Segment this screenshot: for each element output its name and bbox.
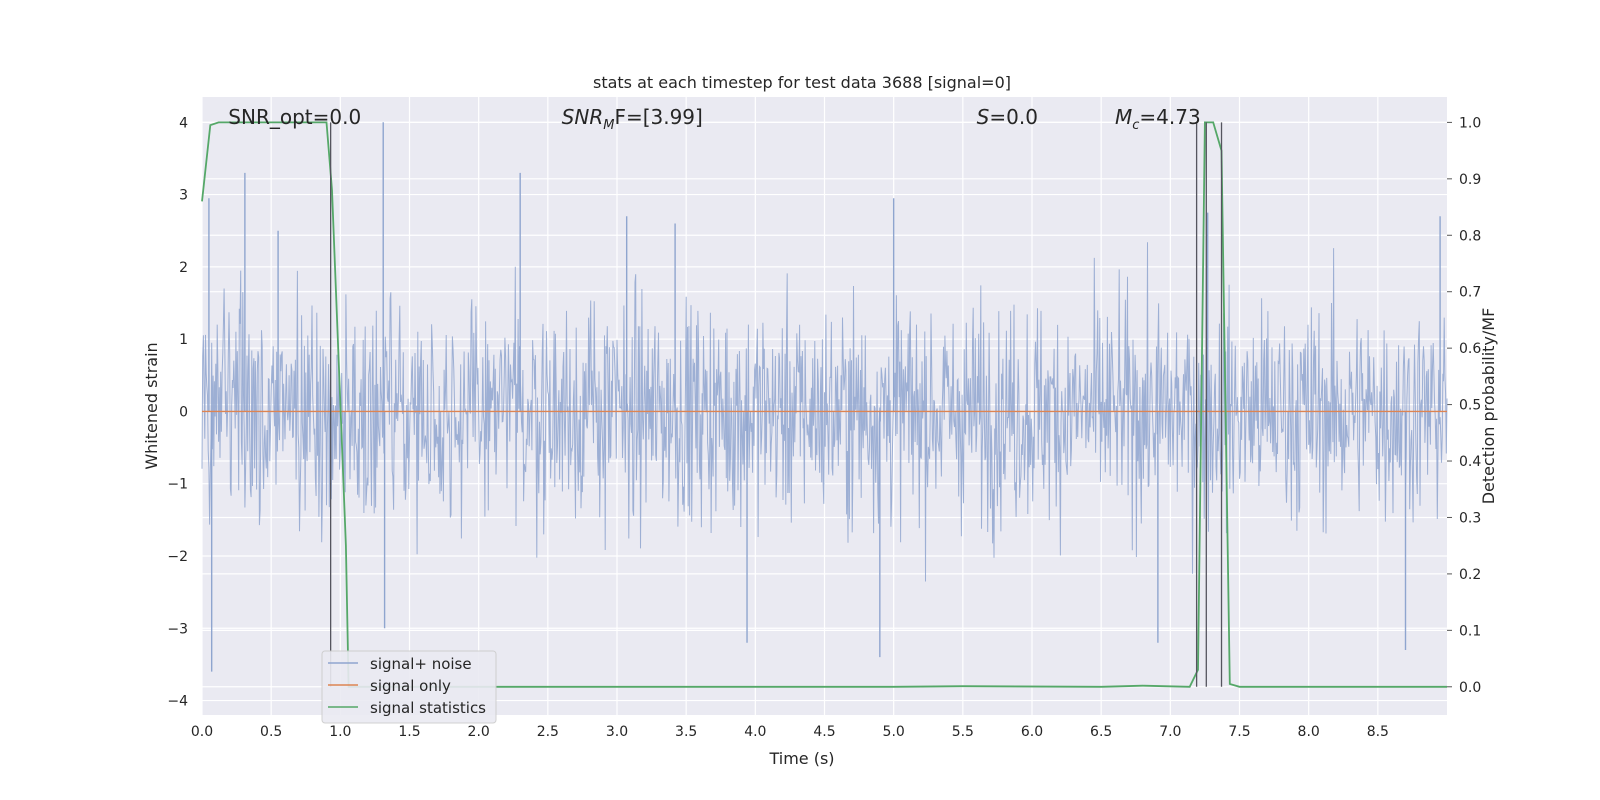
left-y-tick-label: −3 bbox=[167, 621, 188, 637]
left-y-tick-label: −1 bbox=[167, 477, 188, 493]
right-y-tick-label: 0.9 bbox=[1459, 172, 1481, 188]
x-tick-label: 3.0 bbox=[606, 724, 628, 740]
x-tick-label: 2.0 bbox=[468, 724, 490, 740]
legend: signal+ noise signal only signal statist… bbox=[321, 650, 497, 724]
signal-statistics-line bbox=[201, 121, 1447, 688]
annotation-text: SNRMF=[3.99] bbox=[562, 105, 703, 133]
left-y-tick-label: −4 bbox=[167, 694, 188, 710]
right-y-tick-label: 1.0 bbox=[1459, 115, 1481, 131]
x-tick-label: 7.5 bbox=[1228, 724, 1250, 740]
annotation-text: SNR_opt=0.0 bbox=[228, 105, 361, 129]
legend-label-signal-noise: signal+ noise bbox=[370, 655, 472, 673]
series-signal-noise bbox=[201, 122, 1448, 672]
x-tick-label: 4.0 bbox=[744, 724, 766, 740]
x-tick-label: 6.0 bbox=[1021, 724, 1043, 740]
x-tick-label: 1.0 bbox=[329, 724, 351, 740]
x-tick-label: 0.5 bbox=[260, 724, 282, 740]
right-y-tick-label: 0.8 bbox=[1459, 228, 1481, 244]
right-y-tick-label: 0.6 bbox=[1459, 341, 1481, 357]
right-y-tick-label: 0.4 bbox=[1459, 454, 1481, 470]
series-signal-statistics bbox=[201, 121, 1447, 688]
right-y-tick-label: 0.3 bbox=[1459, 510, 1481, 526]
left-y-axis-label: Whitened strain bbox=[142, 342, 161, 469]
x-axis-label: Time (s) bbox=[768, 749, 834, 768]
right-y-tick-label: 0.0 bbox=[1459, 680, 1481, 696]
right-y-tick-label: 0.7 bbox=[1459, 285, 1481, 301]
x-tick-label: 4.5 bbox=[813, 724, 835, 740]
left-y-tick-label: 4 bbox=[179, 115, 188, 131]
legend-label-signal-only: signal only bbox=[370, 677, 451, 695]
right-y-tick-label: 0.5 bbox=[1459, 398, 1481, 414]
x-tick-label: 1.5 bbox=[398, 724, 420, 740]
right-y-tick-label: 0.2 bbox=[1459, 567, 1481, 583]
legend-box bbox=[321, 650, 497, 724]
chart-annotations: SNR_opt=0.0 SNRMF=[3.99] S=0.0 Mc=4.73 bbox=[228, 105, 1200, 133]
chart-title: stats at each timestep for test data 368… bbox=[593, 73, 1011, 92]
annotation-text: Mc=4.73 bbox=[1115, 105, 1201, 133]
x-tick-labels: 0.0 0.5 1.0 1.5 2.0 2.5 3.0 3.5 4.0 4.5 5.0 5.5 6.0 6… bbox=[191, 724, 1389, 740]
x-tick-label: 5.5 bbox=[952, 724, 974, 740]
left-y-tick-label: 0 bbox=[179, 404, 188, 420]
x-tick-label: 6.5 bbox=[1090, 724, 1112, 740]
x-tick-label: 8.5 bbox=[1367, 724, 1389, 740]
x-tick-label: 3.5 bbox=[675, 724, 697, 740]
annotation-text: S=0.0 bbox=[977, 105, 1038, 129]
right-y-tick-labels: 0.0 0.1 0.2 0.3 0.4 0.5 0.6 0.7 0.8 0.9 1.0 bbox=[1459, 115, 1481, 695]
x-tick-label: 0.0 bbox=[191, 724, 213, 740]
right-y-tick-label: 0.1 bbox=[1459, 623, 1481, 639]
x-tick-label: 5.0 bbox=[883, 724, 905, 740]
right-y-axis-label: Detection probability/MF bbox=[1479, 308, 1498, 505]
left-y-tick-label: 3 bbox=[179, 188, 188, 204]
left-y-tick-labels: −4 −3 −2 −1 0 1 2 3 4 bbox=[167, 115, 188, 709]
x-tick-label: 7.0 bbox=[1159, 724, 1181, 740]
left-y-tick-label: −2 bbox=[167, 549, 188, 565]
x-tick-label: 2.5 bbox=[537, 724, 559, 740]
legend-label-signal-statistics: signal statistics bbox=[370, 699, 486, 717]
noise-trace bbox=[201, 242, 1448, 582]
left-y-tick-label: 1 bbox=[179, 332, 188, 348]
left-y-tick-label: 2 bbox=[179, 260, 188, 276]
x-tick-label: 8.0 bbox=[1298, 724, 1320, 740]
event-markers bbox=[329, 122, 1223, 687]
